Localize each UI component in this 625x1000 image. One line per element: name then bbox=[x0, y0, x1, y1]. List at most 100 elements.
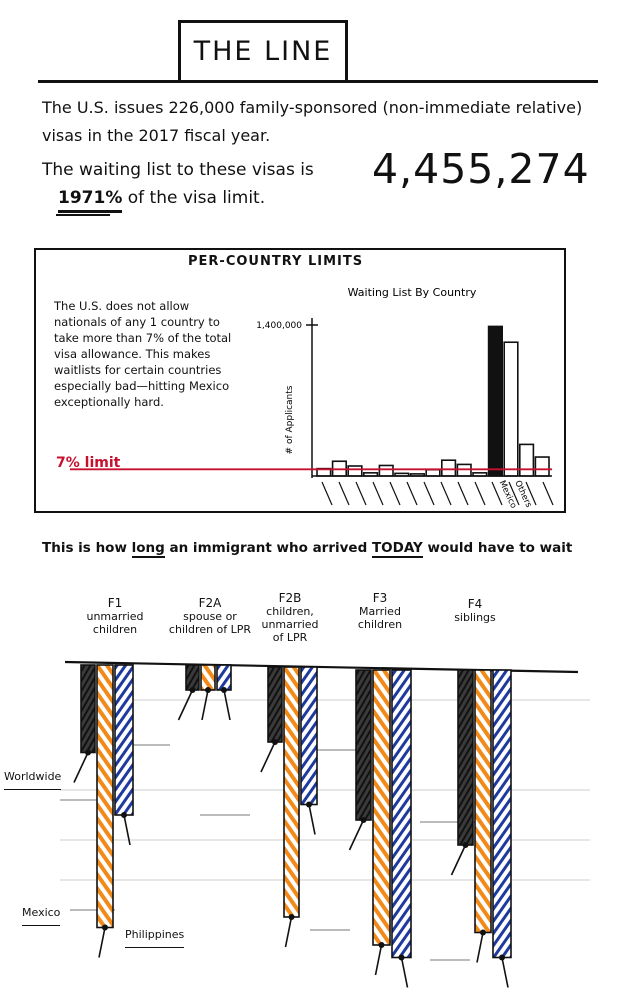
wait-heading-long: long bbox=[131, 540, 165, 558]
wait-bar-tail bbox=[123, 814, 131, 846]
wait-bar-philippines bbox=[114, 664, 134, 816]
wait-bar-tail bbox=[177, 689, 194, 721]
category-f3: F3 Married children bbox=[345, 591, 415, 632]
wait-bar-tail bbox=[201, 689, 209, 721]
wait-bar-tail bbox=[450, 844, 467, 876]
wait-bar-tail bbox=[284, 916, 293, 948]
country-label-scribble bbox=[508, 481, 520, 506]
wait-bar-philippines bbox=[492, 669, 512, 959]
wait-bar-worldwide bbox=[457, 669, 474, 846]
wait-heading-mid: an immigrant who arrived bbox=[169, 540, 368, 556]
percent-line: 1971% of the visa limit. bbox=[58, 188, 266, 213]
category-f4: F4 siblings bbox=[440, 597, 510, 625]
legend-worldwide: Worldwide bbox=[4, 770, 62, 790]
wait-bar-tail bbox=[348, 819, 365, 851]
country-bar bbox=[347, 465, 363, 477]
country-label-scribble bbox=[338, 481, 350, 506]
per-country-box bbox=[34, 248, 566, 513]
country-label-scribble bbox=[423, 481, 435, 506]
wait-heading-today: TODAY bbox=[371, 540, 423, 558]
country-bar bbox=[409, 473, 426, 477]
wait-chart-bars bbox=[73, 664, 512, 988]
wait-bar-worldwide bbox=[355, 669, 372, 821]
country-bar bbox=[440, 459, 457, 477]
wait-bar-worldwide bbox=[80, 664, 96, 754]
category-code: F4 bbox=[467, 597, 483, 611]
country-label-scribble bbox=[474, 481, 486, 506]
per-country-heading: PER-COUNTRY LIMITS bbox=[188, 254, 364, 269]
country-label-scribble bbox=[457, 481, 469, 506]
category-desc: spouse or children of LPR bbox=[168, 610, 252, 636]
category-code: F3 bbox=[372, 591, 388, 605]
category-code: F2A bbox=[198, 596, 222, 610]
country-label-scribble bbox=[491, 481, 503, 506]
wait-bar-tail bbox=[374, 944, 383, 976]
country-label-scribble bbox=[321, 481, 333, 506]
country-bar bbox=[487, 325, 504, 477]
country-label-scribble bbox=[355, 481, 367, 506]
country-chart-ylabel: # of Applicants bbox=[285, 385, 295, 454]
wait-bar-tail bbox=[260, 741, 276, 773]
title-rule bbox=[38, 80, 598, 83]
wait-bar-mexico bbox=[283, 666, 300, 918]
wait-heading: This is how long an immigrant who arrive… bbox=[42, 540, 602, 558]
wait-bar-tail bbox=[308, 804, 316, 835]
wait-bar-philippines bbox=[391, 669, 412, 959]
legend-worldwide-label: Worldwide bbox=[4, 770, 62, 783]
country-chart-title: Waiting List By Country bbox=[348, 286, 477, 299]
page-title: THE LINE bbox=[178, 20, 348, 80]
wait-bar-worldwide bbox=[185, 664, 200, 691]
percent-suffix: of the visa limit. bbox=[127, 188, 266, 208]
wait-heading-end: would have to wait bbox=[427, 540, 573, 556]
wait-bar-mexico bbox=[474, 669, 492, 934]
country-bar bbox=[472, 472, 488, 477]
country-bar bbox=[518, 443, 535, 477]
wait-bar-mexico bbox=[372, 669, 391, 946]
category-desc: unmarried children bbox=[86, 610, 144, 636]
country-bar bbox=[503, 341, 519, 477]
country-label-scribble bbox=[542, 481, 554, 506]
country-bar bbox=[534, 456, 550, 477]
waiting-list-text: The waiting list to these visas is bbox=[42, 160, 314, 180]
category-desc: children, unmarried of LPR bbox=[261, 605, 319, 644]
waiting-list-number: 4,455,274 bbox=[372, 145, 590, 193]
country-bar bbox=[362, 472, 379, 477]
wait-bar-mexico bbox=[96, 664, 114, 929]
country-label-scribble bbox=[525, 481, 537, 506]
country-chart-ytick: 1,400,000 bbox=[256, 321, 302, 331]
wait-bar-philippines bbox=[216, 664, 232, 691]
wait-heading-how: how bbox=[95, 540, 127, 556]
category-f2a: F2A spouse or children of LPR bbox=[168, 596, 252, 637]
wait-bar-tail bbox=[73, 752, 89, 783]
wait-bar-tail bbox=[501, 957, 509, 988]
percent-value: 1971% bbox=[58, 188, 123, 213]
country-label-scribble bbox=[372, 481, 384, 506]
wait-bar-tail bbox=[400, 957, 409, 988]
title-text: THE LINE bbox=[193, 36, 333, 67]
wait-bar-worldwide bbox=[267, 666, 283, 743]
wait-bar-tail bbox=[98, 927, 106, 958]
country-label-scribble bbox=[406, 481, 418, 506]
legend-philippines-label: Philippines bbox=[125, 928, 185, 941]
category-desc: siblings bbox=[454, 611, 496, 624]
country-bar bbox=[394, 472, 410, 477]
country-label-scribble bbox=[389, 481, 401, 506]
category-f1: F1 unmarried children bbox=[70, 596, 160, 637]
country-chart-bars bbox=[316, 325, 550, 477]
limit-label: 7% limit bbox=[56, 455, 121, 471]
category-code: F2B bbox=[278, 591, 302, 605]
wait-bar-mexico bbox=[200, 664, 216, 691]
percent-underline bbox=[56, 214, 110, 216]
legend-mexico: Mexico bbox=[22, 906, 61, 926]
category-code: F1 bbox=[107, 596, 123, 610]
wait-bar-tail bbox=[476, 932, 484, 963]
wait-bar-philippines bbox=[300, 666, 318, 806]
category-f2b: F2B children, unmarried of LPR bbox=[255, 591, 325, 645]
intro-text: The U.S. issues 226,000 family-sponsored… bbox=[42, 98, 583, 145]
per-country-explanation: The U.S. does not allow nationals of any… bbox=[54, 299, 232, 409]
wait-bar-tail bbox=[223, 689, 231, 721]
wait-heading-prefix: This is bbox=[42, 540, 91, 556]
legend-philippines: Philippines bbox=[125, 928, 185, 948]
